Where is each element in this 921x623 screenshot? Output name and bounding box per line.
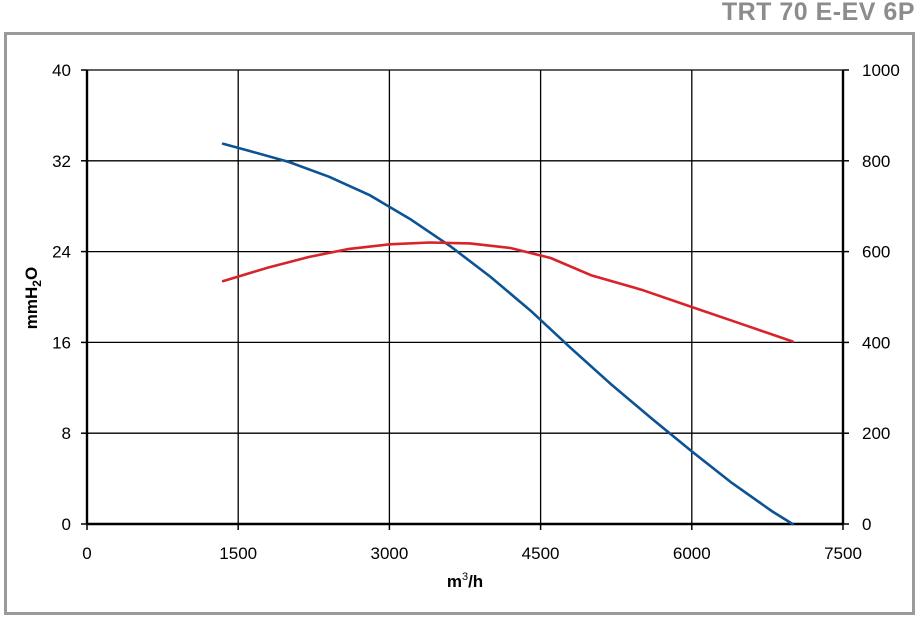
- y-tick-label: 0: [62, 515, 71, 534]
- series-lines: [221, 142, 794, 526]
- y-tick-label: 8: [62, 424, 71, 443]
- y-tick-label: 40: [52, 61, 71, 80]
- chart-frame: [4, 32, 915, 615]
- x-tick-label: 3000: [370, 544, 408, 563]
- y-tick-label: 16: [52, 333, 71, 352]
- y2-tick-label: 400: [862, 333, 890, 352]
- x-axis-label: m3/h: [447, 571, 483, 591]
- series-line-blue: [221, 142, 794, 526]
- x-tick-label: 4500: [522, 544, 560, 563]
- y-tick-label: 24: [52, 243, 71, 262]
- y2-tick-label: 200: [862, 424, 890, 443]
- y2-tick-label: 600: [862, 243, 890, 262]
- x-tick-label: 7500: [824, 544, 862, 563]
- series-line-red: [221, 241, 794, 343]
- axes: [81, 69, 849, 530]
- x-tick-label: 1500: [219, 544, 257, 563]
- x-tick-label: 0: [82, 544, 91, 563]
- chart-title: TRT 70 E-EV 6P: [721, 0, 915, 26]
- x-tick-label: 6000: [673, 544, 711, 563]
- y2-tick-label: 800: [862, 152, 890, 171]
- y2-tick-label: 0: [862, 515, 871, 534]
- grid-lines: [87, 70, 843, 524]
- y2-tick-label: 1000: [862, 61, 900, 80]
- y-tick-label: 32: [52, 152, 71, 171]
- y-axis-label: mmH2O: [22, 267, 44, 329]
